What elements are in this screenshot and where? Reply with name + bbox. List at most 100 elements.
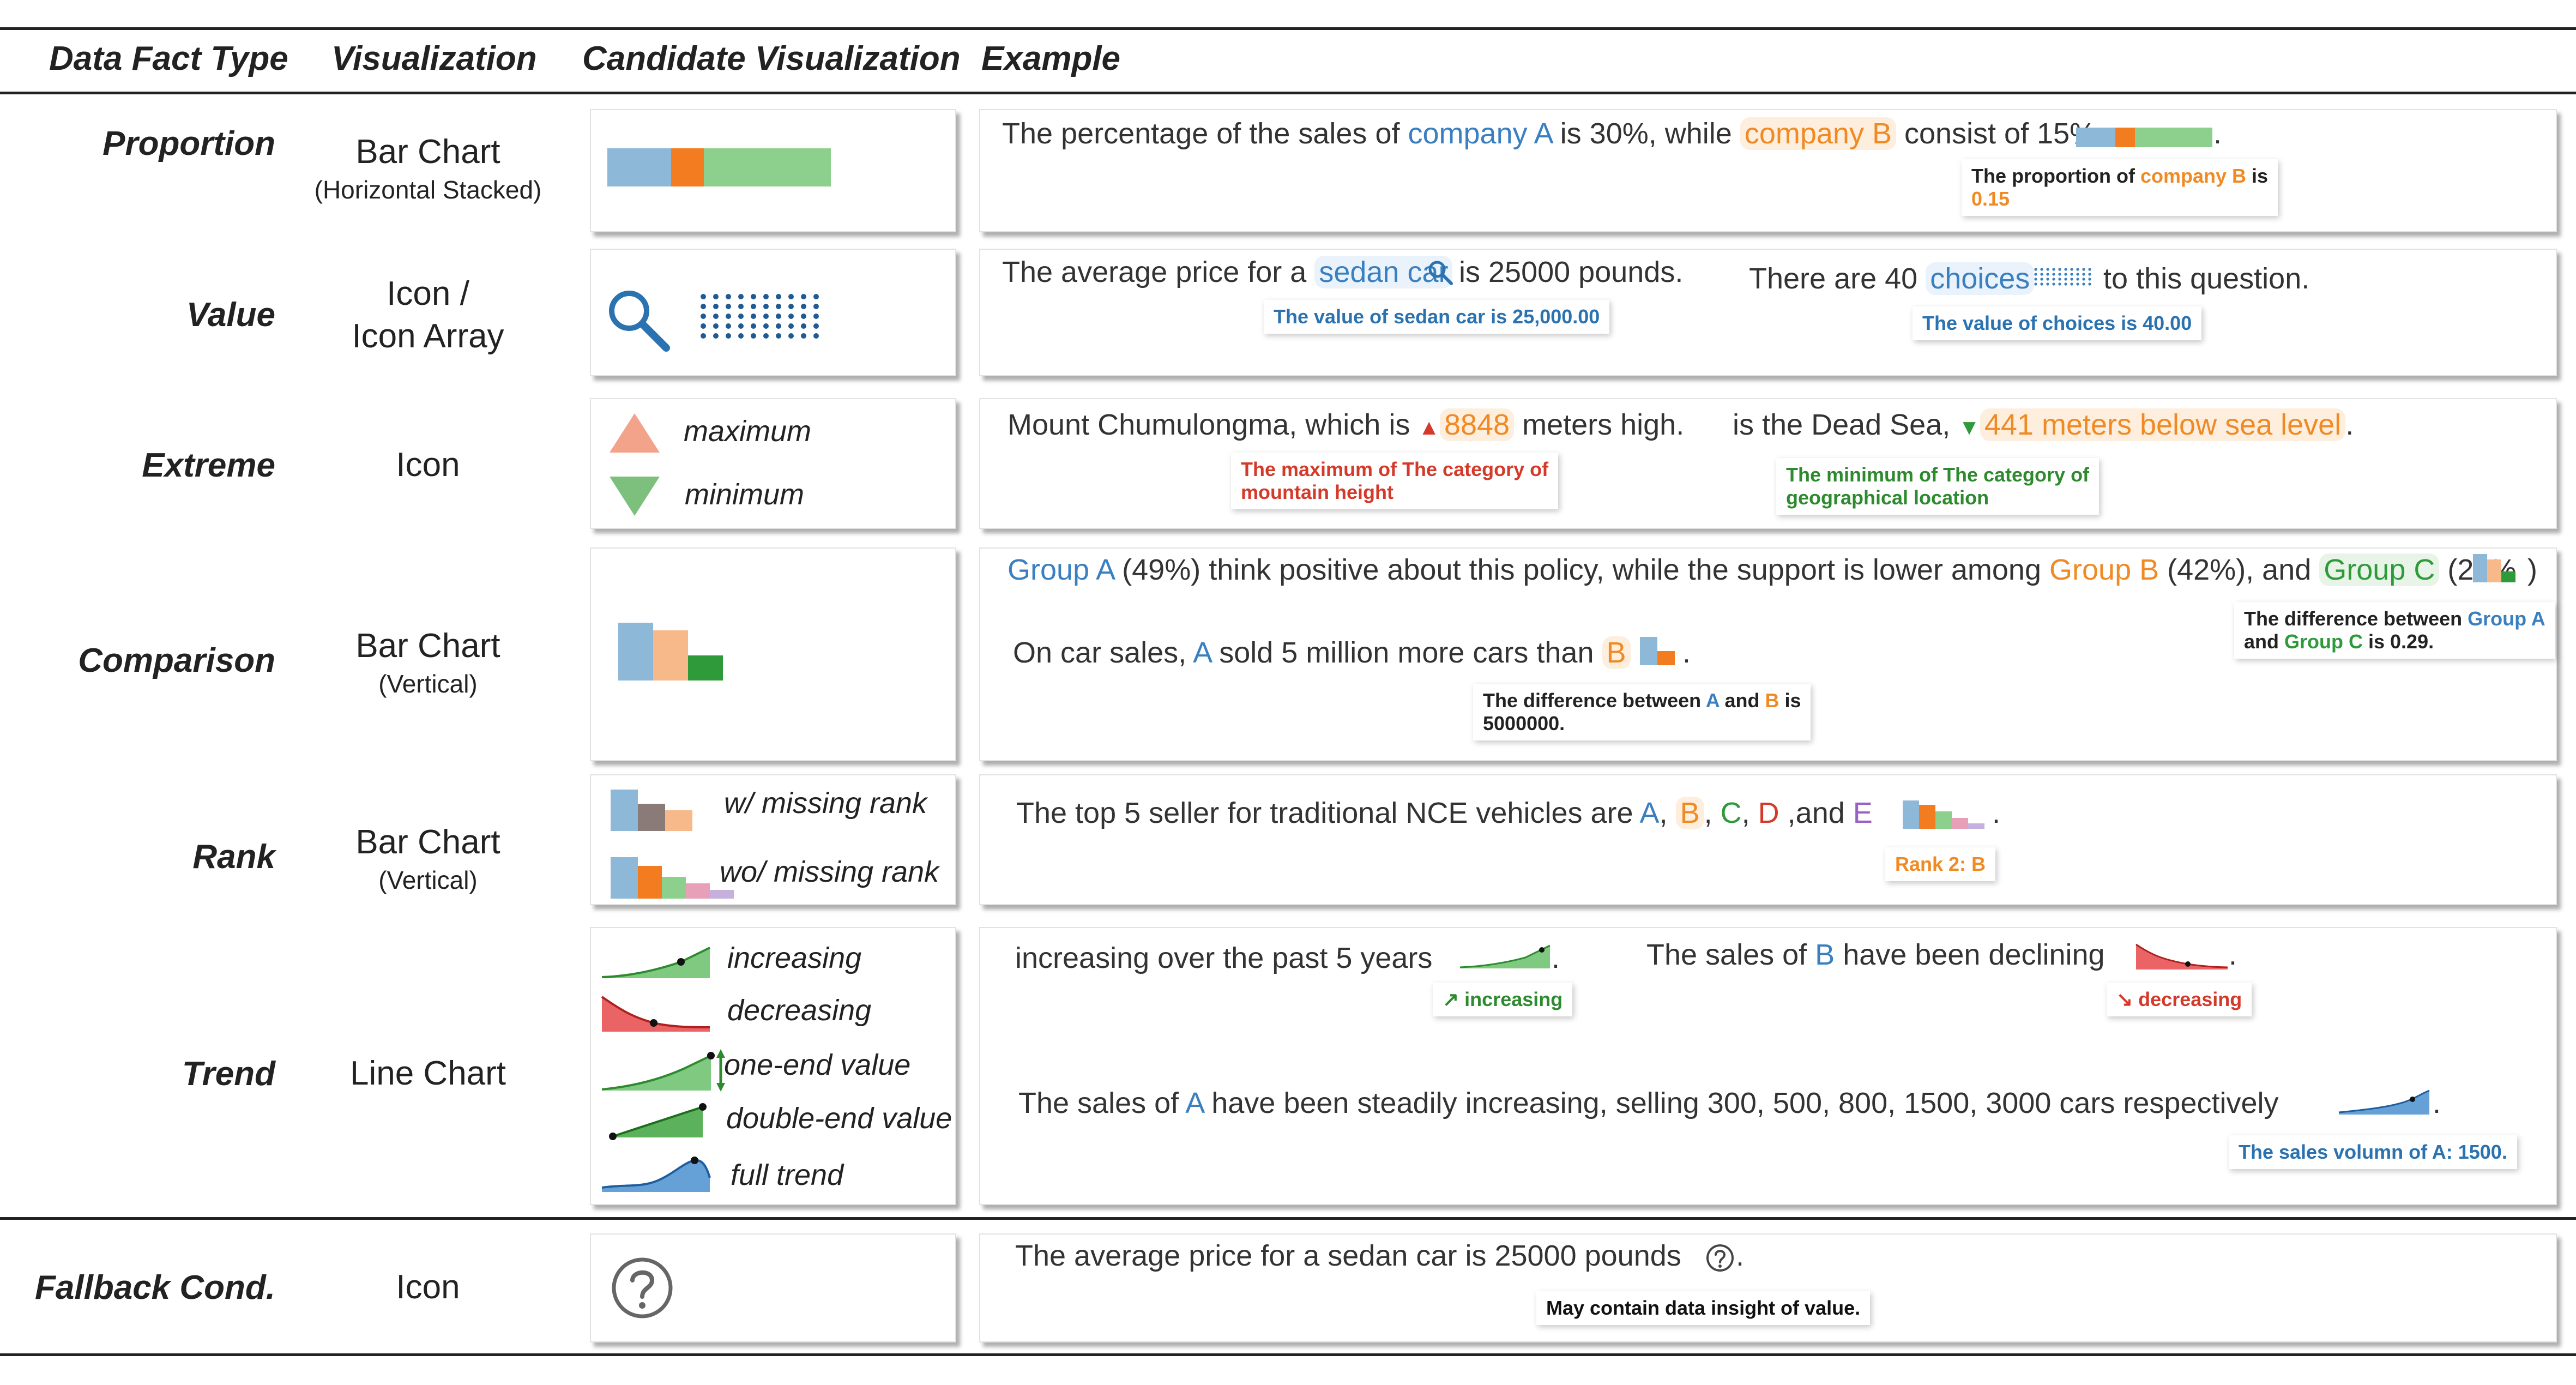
type-comparison: Comparison <box>78 642 275 679</box>
icon-array-dot <box>2040 282 2043 286</box>
trend-inline-increasing[interactable] <box>1459 942 1553 970</box>
proportion-tip-entity: company B <box>2140 165 2246 187</box>
comparison-inline-chart-1[interactable] <box>2473 553 2527 586</box>
trend-full-icon <box>601 1157 711 1192</box>
proportion-inline-chart[interactable] <box>2076 125 2212 149</box>
mount-height-entity[interactable]: 8848 <box>1439 408 1515 441</box>
sedan-car-entity[interactable]: sedan car <box>1314 256 1453 288</box>
fallback-period: . <box>1736 1239 1745 1272</box>
trend-entity-a[interactable]: A <box>1185 1087 1204 1119</box>
example-trend-card: increasing over the past 5 years . ↗ inc… <box>979 927 2557 1205</box>
trend-text-3: The sales of <box>1018 1087 1186 1119</box>
rank-entity-d[interactable]: D <box>1758 797 1779 829</box>
comparison-text-2: (42%), and <box>2159 553 2320 586</box>
value-tooltip-2: The value of choices is 40.00 <box>1913 306 2202 340</box>
value-sentence-2: There are 40 choices <box>1749 262 2035 296</box>
icon-array-dot <box>2076 268 2079 271</box>
icon-array-dot <box>2064 273 2067 276</box>
icon-array-icon <box>701 294 819 339</box>
proportion-period: . <box>2213 117 2222 150</box>
rank-inline-chart[interactable] <box>1903 798 1995 831</box>
icon-array-dot <box>763 333 769 339</box>
icon-array-dot <box>2052 268 2055 271</box>
trend-period-1: . <box>1552 942 1560 974</box>
trend-one-end-icon <box>601 1049 725 1092</box>
rank-entity-c[interactable]: C <box>1720 797 1742 829</box>
candidate-proportion-card <box>590 109 956 232</box>
icon-array-dot <box>701 314 706 319</box>
vis-extreme: Icon <box>396 446 460 484</box>
wo-missing-rank-label: wo/ missing rank <box>720 856 939 888</box>
type-trend: Trend <box>182 1055 275 1093</box>
rank-sep-2: , <box>1704 797 1721 829</box>
icon-array-dot <box>726 294 731 299</box>
icon-array-dot <box>713 314 719 319</box>
fallback-question-icon[interactable] <box>1705 1243 1735 1273</box>
extreme-down-mark: ▼ <box>1958 416 1980 439</box>
trend-inline-decreasing[interactable] <box>2135 943 2229 971</box>
icon-array-dot <box>788 314 794 319</box>
group-c-entity[interactable]: Group C <box>2319 553 2440 586</box>
value-icon-array-inline[interactable] <box>2032 266 2098 288</box>
trend-label-full: full trend <box>731 1159 844 1191</box>
comparison-tip-1b: and <box>2244 630 2285 653</box>
company-b-entity[interactable]: company B <box>1740 117 1896 150</box>
type-proportion: Proportion <box>102 125 275 162</box>
trend-text-2: The sales of <box>1646 938 1815 971</box>
comparison-tip-2-entity-a: A <box>1705 689 1720 712</box>
stacked-bar-icon <box>607 148 831 186</box>
comparison-inline-chart-2[interactable] <box>1640 635 1684 670</box>
proportion-tooltip: The proportion of company B is 0.15 <box>1962 159 2278 216</box>
proportion-sentence: The percentage of the sales of company A… <box>1002 117 2096 150</box>
example-value-card: The average price for a sedan car is 250… <box>979 249 2557 376</box>
question-mark-icon <box>612 1257 673 1318</box>
icon-array-dot <box>2082 282 2085 286</box>
candidate-trend-card: increasing decreasing one-end value doub… <box>590 927 956 1205</box>
comparison-tip-1-entity-c: Group C <box>2284 630 2363 653</box>
company-a-entity[interactable]: company A <box>1408 117 1552 150</box>
vis-rank-sub: (Vertical) <box>378 866 478 894</box>
fallback-sentence: The average price for a sedan car is 250… <box>1015 1239 1681 1272</box>
trend-inline-full[interactable] <box>2338 1088 2432 1116</box>
icon-array-dot <box>776 314 781 319</box>
icon-array-dot <box>776 323 781 329</box>
icon-array-dot <box>2034 278 2037 281</box>
icon-array-dot <box>738 333 744 339</box>
icon-array-dot <box>801 304 806 309</box>
rank-entity-a[interactable]: A <box>1639 797 1660 829</box>
vis-proportion-sub: (Horizontal Stacked) <box>314 176 542 204</box>
extreme-sentence-1: Mount Chumulongma, which is ▲ 8848 meters… <box>1008 408 1684 442</box>
icon-array-dot <box>813 314 819 319</box>
extreme-tip-1a: The maximum of The category of <box>1241 458 1549 480</box>
icon-array-dot <box>751 314 756 319</box>
rank-sep-1: , <box>1659 797 1676 829</box>
group-b-entity[interactable]: Group B <box>2049 553 2159 586</box>
rank-entity-b[interactable]: B <box>1675 797 1704 829</box>
proportion-tip-text: The proportion of <box>1971 165 2140 187</box>
extreme-up-mark: ▲ <box>1418 416 1440 439</box>
icon-array-dot <box>713 323 719 329</box>
value-sentence-2b: to this question. <box>2103 262 2310 295</box>
icon-array-dot <box>813 304 819 309</box>
icon-array-dot <box>2046 268 2049 271</box>
car-a-entity[interactable]: A <box>1193 636 1211 669</box>
value-search-icon[interactable] <box>1427 260 1455 287</box>
vis-value-label-2: Icon Array <box>352 317 504 355</box>
rank-sep-4: ,and <box>1779 797 1853 829</box>
icon-array-dot <box>2058 282 2061 286</box>
example-rank-card: The top 5 seller for traditional NCE veh… <box>979 774 2557 905</box>
icon-array-dot <box>726 304 731 309</box>
rank-entity-e[interactable]: E <box>1853 797 1873 829</box>
icon-array-dot <box>726 323 731 329</box>
dead-sea-entity[interactable]: 441 meters below sea level <box>1980 408 2346 441</box>
extreme-text-1: Mount Chumulongma, which is <box>1008 408 1419 441</box>
example-proportion-card: The percentage of the sales of company A… <box>979 109 2557 232</box>
car-b-entity[interactable]: B <box>1602 636 1631 669</box>
icon-array-dot <box>713 294 719 299</box>
trend-label-double-end: double-end value <box>726 1102 952 1135</box>
choices-entity[interactable]: choices <box>1926 262 2035 295</box>
icon-array-dot <box>738 323 744 329</box>
trend-entity-b[interactable]: B <box>1815 938 1835 971</box>
icon-array-dot <box>763 314 769 319</box>
group-a-entity[interactable]: Group A <box>1008 553 1114 586</box>
